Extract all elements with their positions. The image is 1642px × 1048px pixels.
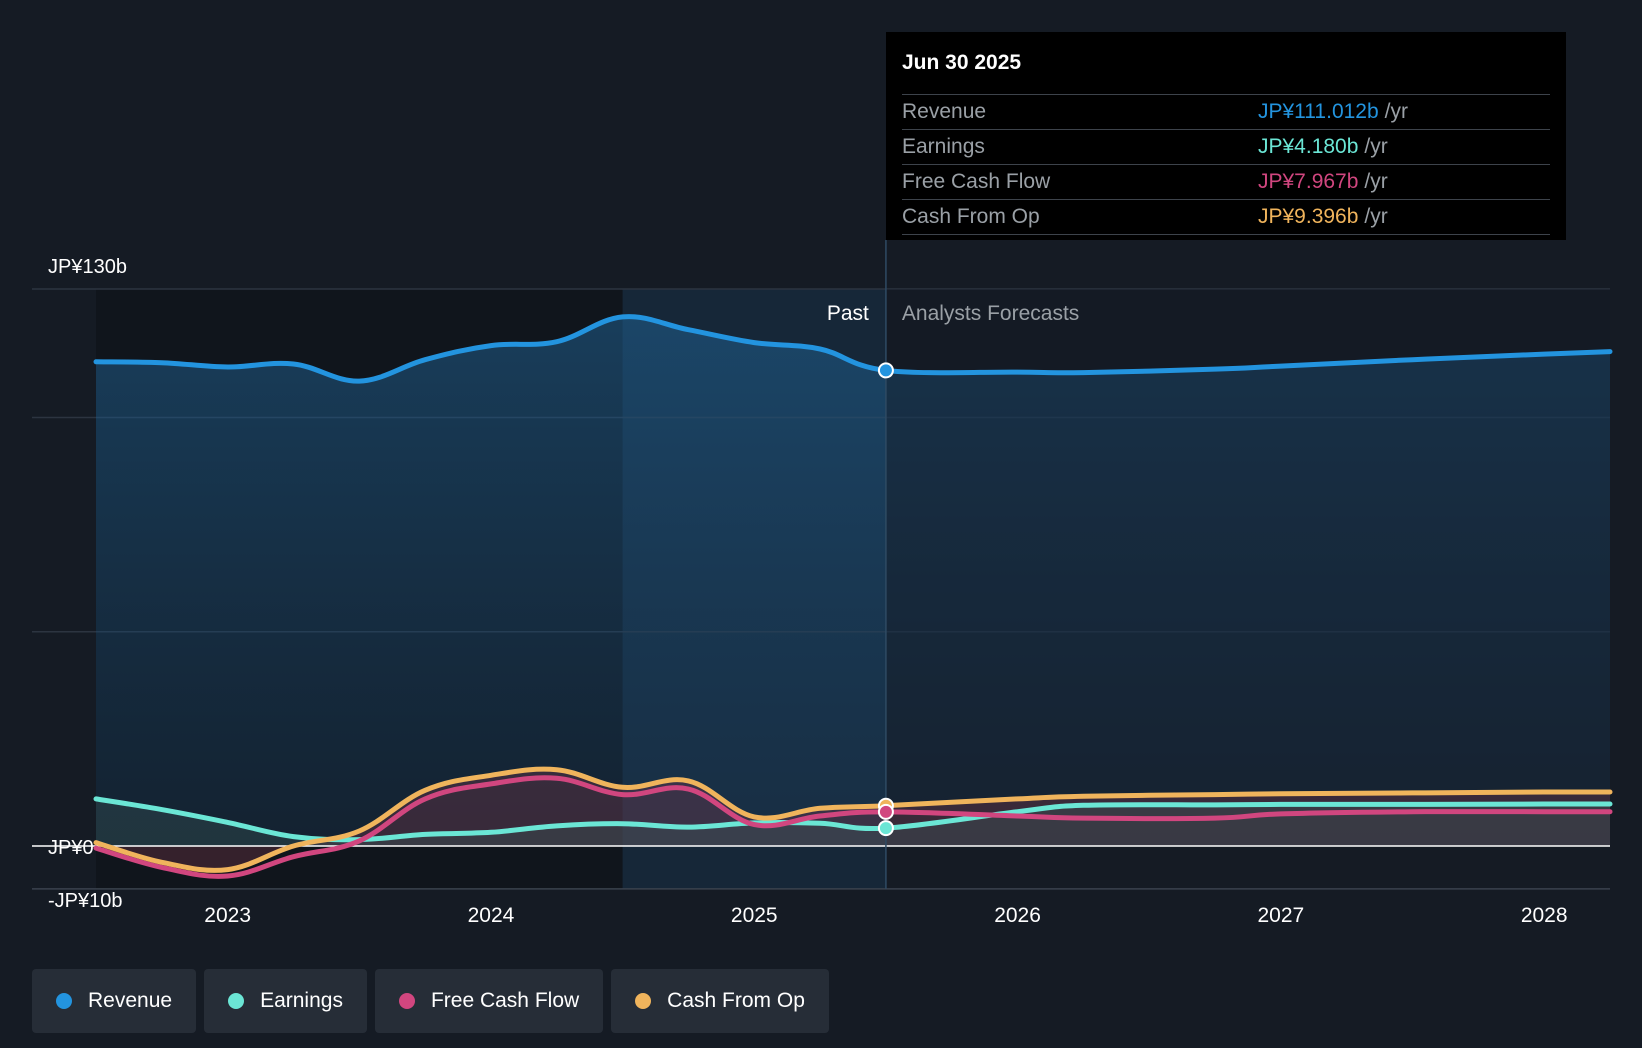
cash-from-op-dot-icon: [635, 993, 652, 1009]
legend-label: Earnings: [260, 989, 343, 1012]
tooltip-row-earnings: Earnings JP¥4.180b /yr: [902, 129, 1550, 164]
x-tick-label: 2024: [468, 904, 515, 927]
free-cash-flow-dot-icon: [398, 993, 415, 1009]
tooltip-unit: /yr: [1364, 205, 1388, 228]
tooltip-label: Revenue: [902, 100, 987, 123]
tooltip-label: Free Cash Flow: [902, 170, 1051, 193]
x-tick-label: 2027: [1258, 904, 1305, 927]
legend-label: Revenue: [88, 989, 173, 1012]
free-cash-flow-marker: [877, 803, 894, 820]
tooltip-label: Earnings: [902, 135, 985, 158]
x-tick-label: 2028: [1521, 904, 1568, 927]
y-tick-label: JP¥0: [48, 837, 94, 859]
revenue-area: [96, 316, 1610, 846]
legend-item-earnings[interactable]: Earnings: [204, 969, 367, 1033]
legend-label: Cash From Op: [667, 989, 805, 1012]
legend-item-revenue[interactable]: Revenue: [32, 969, 197, 1033]
revenue-marker: [877, 362, 894, 379]
y-tick-label: JP¥130b: [48, 256, 127, 278]
tooltip-unit: /yr: [1364, 135, 1388, 158]
x-tick-label: 2023: [204, 904, 251, 927]
revenue-dot-icon: [56, 993, 72, 1009]
x-tick-label: 2025: [731, 904, 778, 927]
legend: Revenue Earnings Free Cash Flow Cash Fro…: [32, 969, 829, 1033]
tooltip: Jun 30 2025 Revenue JP¥111.012b /yr Earn…: [886, 32, 1566, 240]
tooltip-row-cash-from-op: Cash From Op JP¥9.396b /yr: [902, 199, 1550, 235]
tooltip-date: Jun 30 2025: [902, 51, 1022, 74]
cash-from-op-line: [93, 766, 1613, 873]
tooltip-value: JP¥9.396b: [1258, 205, 1359, 228]
tooltip-row-revenue: Revenue JP¥111.012b /yr: [902, 94, 1550, 129]
tooltip-row-free-cash-flow: Free Cash Flow JP¥7.967b /yr: [902, 164, 1550, 199]
earnings-dot-icon: [228, 993, 245, 1009]
tooltip-unit: /yr: [1384, 100, 1408, 123]
tooltip-value: JP¥4.180b: [1258, 135, 1359, 158]
past-label: Past: [827, 302, 869, 325]
legend-item-free-cash-flow[interactable]: Free Cash Flow: [374, 969, 604, 1033]
revenue-line: [93, 314, 1613, 384]
tooltip-unit: /yr: [1364, 170, 1388, 193]
earnings-marker: [877, 820, 894, 837]
forecast-label: Analysts Forecasts: [902, 302, 1079, 325]
y-tick-label: -JP¥10b: [48, 890, 123, 912]
tooltip-label: Cash From Op: [902, 205, 1040, 228]
free-cash-flow-line: [93, 775, 1613, 879]
forecast-overlay: [885, 289, 1610, 846]
tooltip-value: JP¥111.012b: [1258, 100, 1379, 123]
x-tick-label: 2026: [994, 904, 1041, 927]
tooltip-value: JP¥7.967b: [1258, 170, 1359, 193]
legend-label: Free Cash Flow: [430, 989, 580, 1012]
legend-item-cash-from-op[interactable]: Cash From Op: [611, 969, 829, 1033]
